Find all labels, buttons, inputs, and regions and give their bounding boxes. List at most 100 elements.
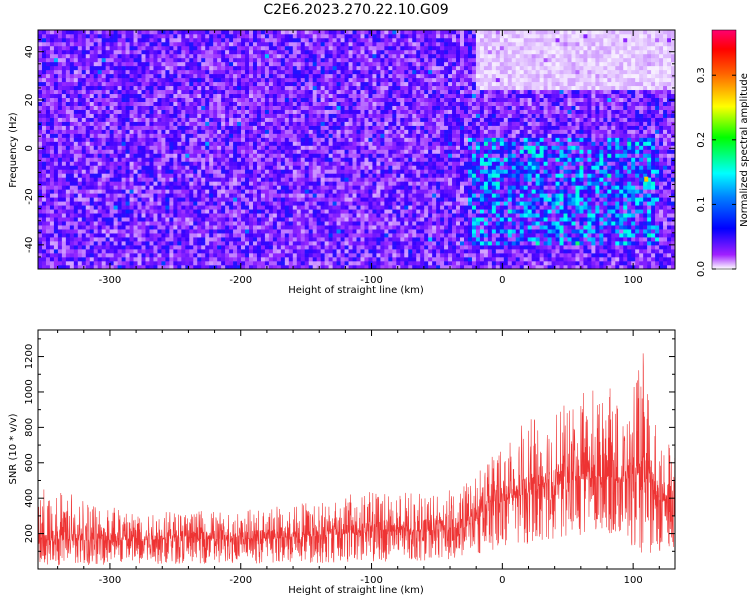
spectrogram-cell bbox=[320, 85, 325, 91]
spectrogram-cell bbox=[73, 101, 79, 106]
spectrogram-cell bbox=[53, 33, 59, 39]
spectrogram-cell bbox=[105, 125, 110, 130]
spectrogram-cell bbox=[249, 69, 254, 75]
spectrogram-cell bbox=[209, 149, 214, 154]
spectrogram-cell bbox=[332, 45, 337, 51]
spectrogram-cell bbox=[280, 221, 286, 226]
spectrogram-cell bbox=[272, 225, 278, 230]
spectrogram-cell bbox=[264, 141, 270, 146]
spectrogram-cell bbox=[105, 85, 110, 91]
spectrogram-cell bbox=[173, 77, 178, 83]
spectrogram-cell bbox=[97, 141, 102, 146]
spectrogram-cell bbox=[121, 37, 126, 43]
spectrogram-cell bbox=[125, 30, 130, 35]
spectrogram-cell bbox=[268, 125, 274, 130]
spectrogram-cell bbox=[201, 53, 206, 59]
spectrogram-cell bbox=[193, 117, 198, 122]
spectrogram-cell bbox=[316, 193, 321, 198]
spectrogram-cell bbox=[312, 117, 317, 122]
spectrogram-cell bbox=[117, 45, 122, 51]
spectrogram-cell bbox=[189, 109, 194, 114]
spectrogram-cell bbox=[249, 217, 254, 222]
spectrogram-cell bbox=[316, 237, 321, 242]
spectrogram-cell bbox=[85, 125, 91, 130]
spectrogram-cell bbox=[364, 137, 369, 142]
spectrogram-cell bbox=[249, 193, 254, 198]
spectrogram-cell bbox=[197, 257, 202, 262]
spectrogram-cell bbox=[161, 193, 166, 198]
spectrogram-cell bbox=[133, 37, 138, 43]
spectrogram-cell bbox=[185, 61, 190, 67]
spectrogram-cell bbox=[352, 233, 357, 238]
spectrogram-cell bbox=[85, 77, 91, 83]
spectrogram-cell bbox=[201, 45, 206, 51]
spectrogram-cell bbox=[121, 45, 126, 51]
spectrogram-cell bbox=[312, 237, 317, 242]
spectrogram-cell bbox=[129, 221, 134, 226]
spectrogram-cell bbox=[276, 201, 282, 206]
spectrogram-cell bbox=[65, 53, 71, 59]
spectrogram-cell bbox=[316, 109, 321, 114]
spectrogram-cell bbox=[324, 101, 329, 106]
spectrogram-cell bbox=[284, 189, 290, 194]
spectrogram-cell bbox=[268, 30, 274, 35]
spectrogram-cell bbox=[221, 217, 226, 222]
spectrogram-cell bbox=[97, 81, 102, 87]
spectrogram-cell bbox=[360, 53, 365, 59]
spectrogram-cell bbox=[360, 217, 365, 222]
spectrogram-cell bbox=[61, 157, 67, 162]
spectrogram-cell bbox=[53, 201, 59, 206]
spectrogram-cell bbox=[221, 85, 226, 91]
spectrogram-cell bbox=[268, 65, 274, 71]
spectrogram-cell bbox=[53, 93, 59, 99]
spectrogram-cell bbox=[69, 37, 75, 43]
spectrogram-cell bbox=[249, 57, 254, 63]
spectrogram-cell bbox=[105, 221, 110, 226]
spectrogram-cell bbox=[189, 30, 194, 35]
spectrogram-cell bbox=[260, 185, 266, 190]
spectrogram-cell bbox=[304, 137, 310, 142]
spectrogram-cell bbox=[129, 233, 134, 238]
spectrogram-cell bbox=[38, 129, 43, 134]
spectrogram-cell bbox=[308, 37, 314, 43]
spectrogram-cell bbox=[352, 229, 357, 234]
spectrogram-cell bbox=[189, 101, 194, 106]
spectrogram-cell bbox=[249, 237, 254, 242]
spectrogram-cell bbox=[276, 53, 282, 59]
spectrogram-cell bbox=[304, 61, 310, 67]
spectrogram-cell bbox=[352, 241, 357, 246]
spectrogram-cell bbox=[41, 57, 47, 63]
spectrogram-cell bbox=[308, 117, 314, 122]
spectrogram-cell bbox=[117, 225, 122, 230]
spectrogram-cell bbox=[300, 217, 306, 222]
spectrogram-cell bbox=[217, 53, 222, 59]
spectrogram-cell bbox=[157, 233, 162, 238]
spectrogram-cell bbox=[121, 209, 126, 214]
spectrogram-cell bbox=[41, 241, 47, 246]
spectrogram-cell bbox=[38, 205, 43, 210]
spectrogram-cell bbox=[276, 245, 282, 250]
spectrogram-cell bbox=[189, 77, 194, 83]
spectrogram-cell bbox=[129, 209, 134, 214]
spectrogram-cell bbox=[292, 69, 298, 75]
spectrogram-cell bbox=[145, 165, 150, 170]
spectrogram-cell bbox=[169, 101, 174, 106]
spectrogram-cell bbox=[205, 65, 210, 71]
spectrogram-cell bbox=[213, 93, 218, 99]
spectrogram-cell bbox=[284, 93, 290, 99]
spectrogram-cell bbox=[73, 45, 79, 51]
spectrogram-cell bbox=[77, 181, 83, 186]
spectrogram-cell bbox=[85, 121, 91, 126]
spectrogram-cell bbox=[145, 141, 150, 146]
spectrogram-cell bbox=[173, 30, 178, 35]
spectrogram-cell bbox=[237, 205, 242, 210]
spectrogram-cell bbox=[97, 253, 102, 258]
spectrogram-cell bbox=[125, 233, 130, 238]
spectrogram-cell bbox=[256, 233, 262, 238]
spectrogram-cell bbox=[252, 105, 258, 110]
spectrogram-cell bbox=[316, 69, 321, 75]
spectrogram-cell bbox=[193, 105, 198, 110]
spectrogram-cell bbox=[364, 81, 369, 87]
spectrogram-cell bbox=[237, 197, 242, 202]
spectrogram-cell bbox=[173, 73, 178, 79]
